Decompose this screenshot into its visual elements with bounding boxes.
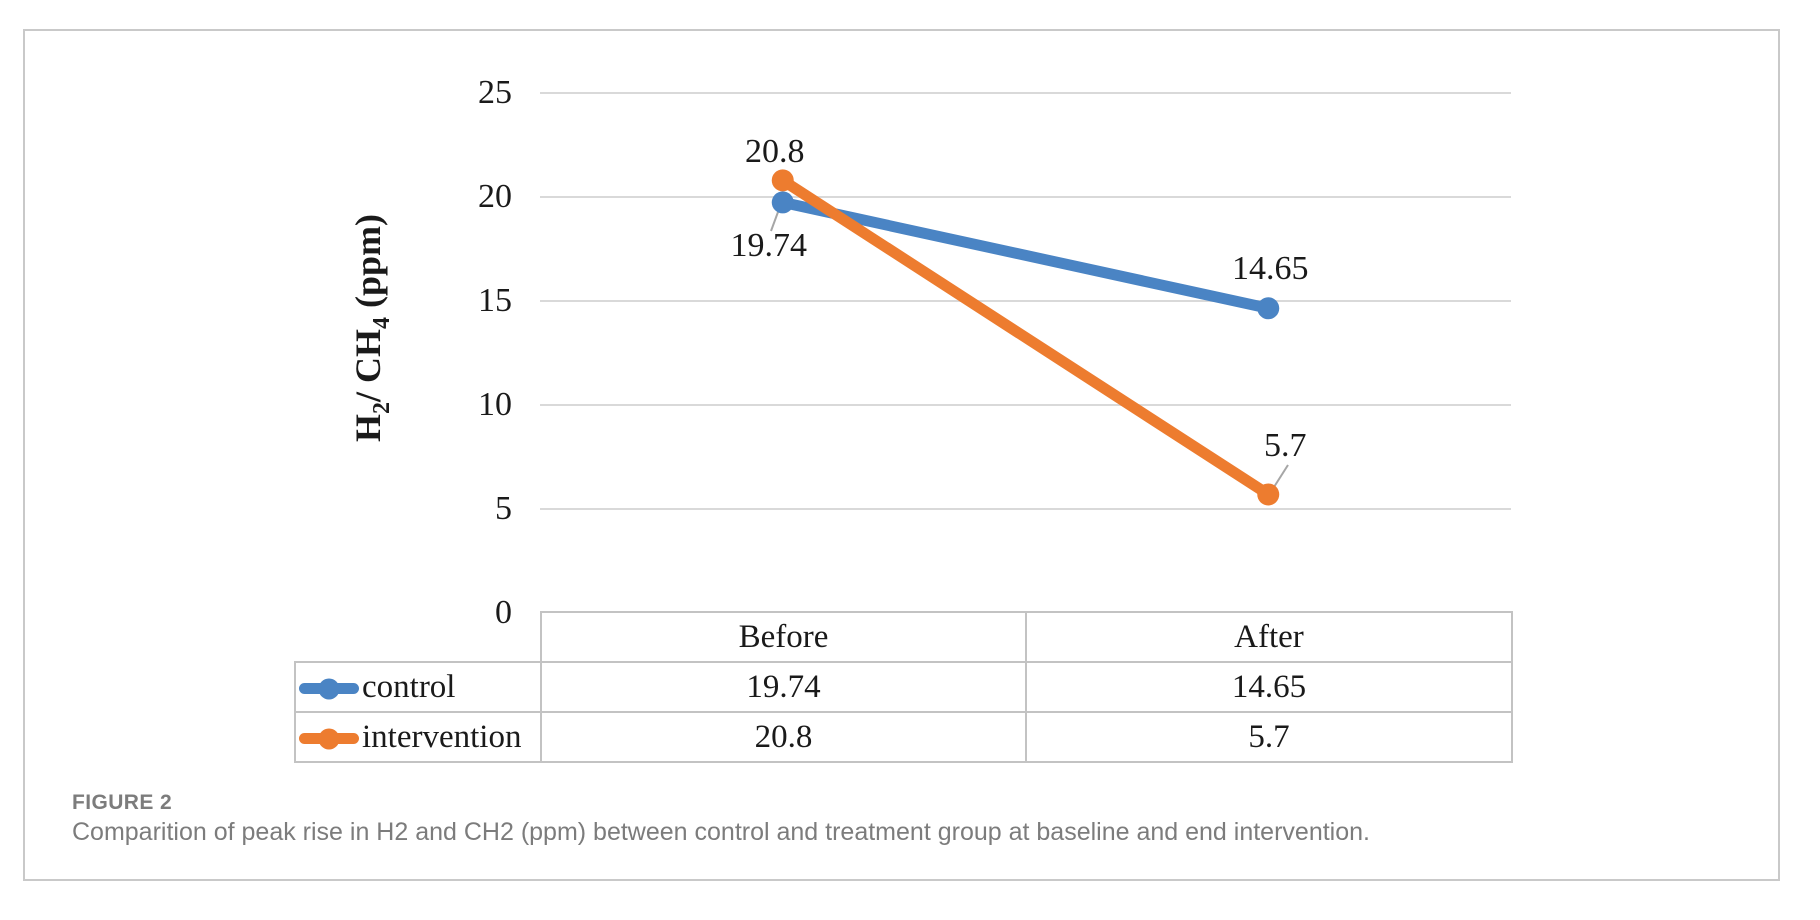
marker-intervention-after [1257, 483, 1280, 506]
marker-control-after [1257, 297, 1280, 320]
y-tick-25: 25 [478, 74, 512, 111]
legend-label-control: control [362, 668, 456, 705]
chart-data-table: Before After control 19.74 14.65 intervention… [294, 611, 1513, 763]
legend-cell-control: control [294, 661, 542, 713]
table-value-control-before: 19.74 [540, 661, 1027, 713]
table-value-control-after: 14.65 [1025, 661, 1513, 713]
table-header-after: After [1025, 611, 1513, 663]
table-value-intervention-after: 5.7 [1025, 711, 1513, 763]
data-label-intervention-before: 20.8 [745, 133, 805, 171]
series-line-control [777, 196, 1274, 314]
data-label-intervention-after: 5.7 [1264, 427, 1307, 465]
table-header-before: Before [540, 611, 1027, 663]
marker-intervention-before [771, 169, 794, 192]
figure-caption: Comparition of peak rise in H2 and CH2 (… [72, 818, 1370, 846]
table-value-intervention-before: 20.8 [540, 711, 1027, 763]
table-corner-cell [295, 612, 541, 662]
data-label-control-before: 19.74 [730, 227, 808, 265]
legend-cell-intervention: intervention [294, 711, 542, 763]
legend-key-intervention-icon [299, 728, 359, 750]
legend-key-dot-icon [318, 678, 340, 700]
legend-key-dot-icon [318, 728, 340, 750]
label-leader-line [770, 211, 779, 232]
series-line-intervention [777, 174, 1274, 500]
table-row-intervention: intervention 20.8 5.7 [294, 711, 1513, 763]
legend-key-control-icon [299, 678, 359, 700]
y-tick-20: 20 [478, 178, 512, 215]
figure-label: FIGURE 2 [72, 791, 173, 814]
table-row-control: control 19.74 14.65 [294, 661, 1513, 713]
legend-label-intervention: intervention [362, 718, 522, 755]
y-tick-5: 5 [495, 490, 512, 527]
data-label-control-after: 14.65 [1232, 250, 1309, 288]
y-tick-15: 15 [478, 282, 512, 319]
y-tick-0: 0 [495, 594, 512, 631]
marker-control-before [771, 191, 794, 214]
y-axis-title: H2/ CH4 (ppm) [348, 213, 395, 443]
label-leader-line [1273, 464, 1289, 488]
y-tick-10: 10 [478, 386, 512, 423]
